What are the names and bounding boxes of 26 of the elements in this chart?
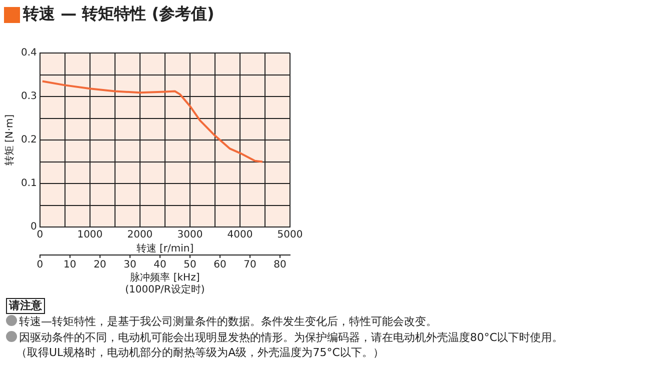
y-tick-label: 0 <box>30 222 37 233</box>
x-tick-label: 3000 <box>177 230 203 241</box>
x2-tick-label: 40 <box>154 260 166 271</box>
x2-tick-label: 70 <box>244 260 256 271</box>
x2-tick-label: 10 <box>64 260 76 271</box>
y-tick-label: 0.3 <box>20 91 37 102</box>
text: 请注意 <box>6 298 45 314</box>
y-tick-label: 0.4 <box>20 48 37 59</box>
y-tick-label: 0.1 <box>20 178 37 190</box>
chart-title: 转速 — 转矩特性 (参考值) <box>23 4 214 25</box>
text: 因驱动条件的不同，电动机可能会出现明显发热的情形。为保护编码器，请在电动机外壳温度80°C以下时使用。 <box>18 330 564 345</box>
x-tick-label: 2000 <box>127 230 153 241</box>
x2-tick-label: 80 <box>274 260 286 271</box>
x-tick-label: 4000 <box>227 230 253 241</box>
x-axis-title: 转速 [r/min] <box>136 242 194 255</box>
y-axis-title: 转矩 [N·m] <box>4 114 16 166</box>
x2-tick-label: 30 <box>124 260 136 271</box>
x-tick-label: 5000 <box>277 230 303 241</box>
x2-axis-title: 脉冲频率 [kHz] (1000P/R设定时) <box>125 272 205 296</box>
y-tick-label: 0.2 <box>20 134 37 146</box>
text: 转速—转矩特性，是基于我公司测量条件的数据。条件发生变化后，特性可能会改变。 <box>18 314 438 330</box>
text: （取得UL规格时，电动机部分的耐热等级为A级，外壳温度为75°C以下。） <box>15 345 385 360</box>
x2-tick-label: 60 <box>214 260 226 271</box>
x2-tick-label: 20 <box>94 260 106 271</box>
x-tick-label: 1000 <box>77 230 103 241</box>
x2-tick-label: 50 <box>184 260 196 271</box>
